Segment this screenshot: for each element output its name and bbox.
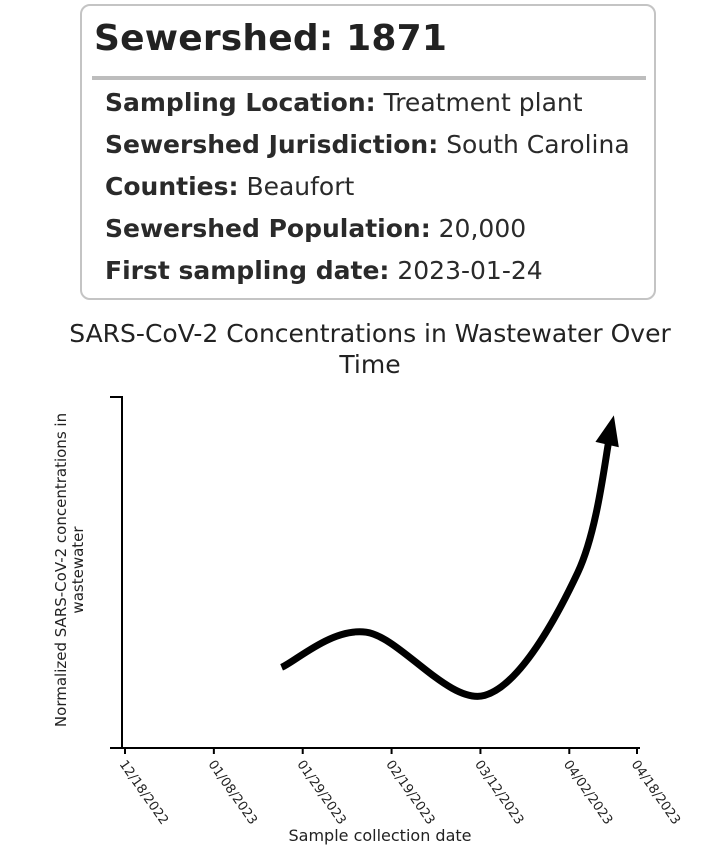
sewershed-title: Sewershed: 1871 — [94, 18, 448, 59]
first-sampling-label: First sampling date: — [105, 256, 390, 285]
x-tick-label: 12/18/2022 — [116, 758, 171, 825]
title-divider — [92, 76, 646, 80]
jurisdiction-value: South Carolina — [446, 130, 630, 159]
line-chart: 12/18/2022 01/08/2023 01/29/2023 02/19/2023… — [110, 396, 683, 825]
x-tick-label: 04/02/2023 — [560, 758, 615, 825]
counties-label: Counties: — [105, 172, 239, 201]
first-sampling-value: 2023-01-24 — [397, 256, 543, 285]
sewershed-info-card: Sewershed: 1871 Sampling Location: Treat… — [80, 4, 656, 300]
x-tick-label: 02/19/2023 — [382, 758, 437, 825]
series-line — [280, 424, 616, 700]
x-axis-label: Sample collection date — [288, 826, 472, 845]
counties-row: Counties: Beaufort — [105, 172, 354, 201]
x-tick-label: 03/12/2023 — [471, 758, 526, 825]
first-sampling-row: First sampling date: 2023-01-24 — [105, 256, 543, 285]
chart-title: SARS-CoV-2 Concentrations in Wastewater … — [69, 319, 671, 379]
sampling-location-row: Sampling Location: Treatment plant — [105, 88, 583, 117]
population-value: 20,000 — [438, 214, 527, 243]
x-tick-label: 04/18/2023 — [628, 758, 683, 825]
population-label: Sewershed Population: — [105, 214, 431, 243]
sampling-location-label: Sampling Location: — [105, 88, 376, 117]
sampling-location-value: Treatment plant — [383, 88, 583, 117]
x-tick-label: 01/29/2023 — [293, 758, 348, 825]
series-arrowhead — [595, 415, 619, 448]
population-row: Sewershed Population: 20,000 — [105, 214, 526, 243]
axes-frame — [110, 396, 640, 749]
jurisdiction-label: Sewershed Jurisdiction: — [105, 130, 439, 159]
jurisdiction-row: Sewershed Jurisdiction: South Carolina — [105, 130, 630, 159]
counties-value: Beaufort — [246, 172, 355, 201]
x-tick-label: 01/08/2023 — [205, 758, 260, 825]
